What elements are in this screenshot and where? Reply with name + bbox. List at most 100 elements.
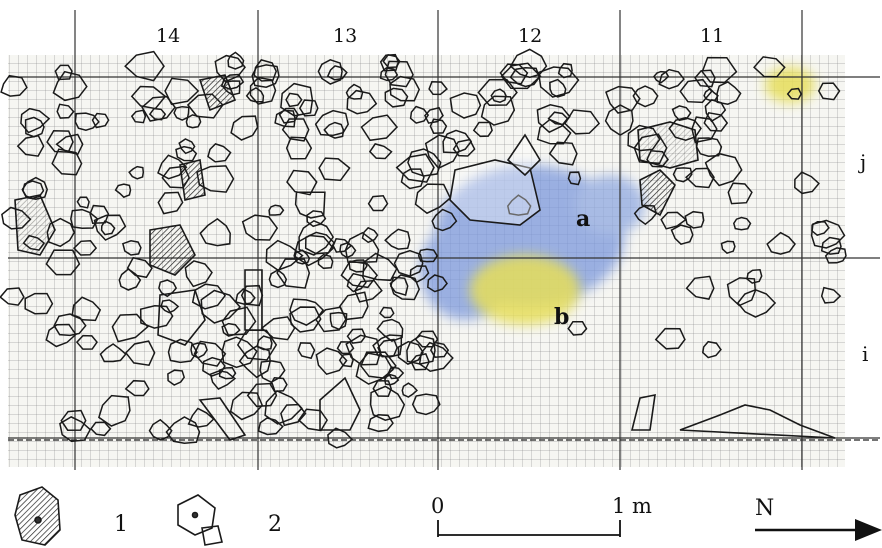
stone-outline: [124, 340, 156, 367]
stone-outline: [240, 284, 264, 307]
stone-outline: [509, 66, 541, 88]
stone-outline: [76, 196, 90, 209]
stone-outline: [278, 107, 299, 124]
stone-outline: [384, 87, 409, 108]
stone-outline: [409, 105, 430, 124]
stone-outline: [406, 334, 436, 365]
stone-outline: [431, 208, 458, 232]
stone-outline: [304, 231, 336, 255]
stone-outline: [323, 121, 345, 139]
stone-outline: [480, 95, 516, 126]
stone-outline: [694, 69, 716, 88]
stone-outline: [24, 116, 45, 138]
stone-outline: [338, 353, 354, 368]
stone-outline: [268, 204, 285, 216]
column-label-14: 14: [156, 25, 181, 47]
stone-outline: [376, 318, 404, 342]
stone-outline: [817, 82, 841, 101]
stone-outline: [384, 373, 400, 386]
stone-outlines: [0, 48, 847, 449]
stone-outline: [414, 183, 452, 215]
unshaded-stone-icon: [177, 494, 223, 546]
stone-outline: [604, 104, 634, 136]
stone-outline: [265, 239, 304, 271]
stone-outline: [60, 409, 87, 431]
stone-outline: [251, 64, 280, 88]
stone-outline: [274, 109, 296, 128]
stone-outline: [70, 208, 99, 230]
stone-outline: [409, 265, 430, 284]
stone-outline: [393, 249, 424, 277]
stone-outline: [99, 343, 127, 363]
stone-outline: [148, 418, 173, 441]
stone-outline: [557, 62, 573, 79]
stone-outline: [124, 379, 150, 397]
stone-outline: [185, 114, 202, 129]
stone-outline: [91, 112, 110, 129]
stone-outline: [314, 109, 349, 137]
stone-outline: [74, 112, 100, 131]
stone-outline: [685, 275, 715, 300]
stone-outline: [536, 118, 572, 145]
stone-outline: [361, 226, 379, 244]
stone-outline: [379, 67, 399, 82]
stone-outline: [536, 104, 571, 134]
stone-outline: [746, 269, 763, 284]
stone-outline: [670, 224, 694, 246]
stone-outline: [509, 48, 548, 79]
stone-outline: [124, 50, 165, 82]
legend-number-1: 1: [114, 512, 128, 537]
stone-outline: [285, 92, 303, 108]
stone-outline: [372, 334, 403, 358]
stone-outline: [401, 382, 418, 398]
stone-outline: [794, 171, 820, 195]
stone-outline: [824, 247, 847, 264]
stone-outline: [720, 240, 736, 255]
stone-outline: [428, 81, 448, 96]
stone-outline: [701, 340, 722, 359]
stone-outline: [384, 60, 414, 88]
stone-outline: [286, 169, 318, 196]
stone-outline: [24, 292, 54, 315]
stone-outline: [317, 253, 334, 270]
scale-end-label: 1: [612, 494, 626, 518]
stone-outline: [199, 217, 231, 247]
stone-outline: [407, 148, 442, 177]
stone-outline: [346, 328, 367, 344]
stone-outline: [229, 391, 264, 421]
stone-outline: [345, 83, 364, 100]
stone-outline: [259, 360, 286, 384]
stone-outline: [246, 382, 278, 408]
stone-outline: [427, 274, 448, 293]
stone-outline: [280, 82, 314, 117]
stone-outline: [165, 416, 201, 445]
stone-outline: [269, 377, 288, 393]
annotation-a: a: [576, 206, 591, 232]
stone-outline: [93, 214, 127, 241]
stone-outline: [318, 157, 351, 182]
stone-outline: [704, 152, 743, 187]
scale-start-label: 0: [431, 494, 445, 518]
stone-outline: [236, 329, 278, 361]
stone-outline: [51, 148, 83, 176]
stone-outline: [235, 287, 256, 305]
stone-outline: [55, 133, 84, 156]
stone-outline: [128, 165, 145, 180]
scale-unit-label: m: [632, 494, 652, 518]
stone-outline: [52, 70, 88, 102]
stone-outline: [472, 121, 493, 138]
stone-outline: [654, 327, 686, 350]
stone-outline: [241, 214, 279, 241]
stone-outline: [122, 240, 142, 256]
stone-outline: [732, 216, 752, 231]
stone-outline: [167, 369, 186, 386]
stone-outline: [703, 111, 729, 132]
stone-outline: [424, 106, 444, 124]
stone-outline: [548, 141, 578, 166]
stone-outline: [379, 53, 400, 72]
stone-outline: [227, 51, 245, 70]
stone-outline: [111, 313, 149, 343]
stone-outline: [141, 95, 176, 122]
stone-outline: [672, 167, 693, 183]
stone-outline: [175, 145, 198, 162]
